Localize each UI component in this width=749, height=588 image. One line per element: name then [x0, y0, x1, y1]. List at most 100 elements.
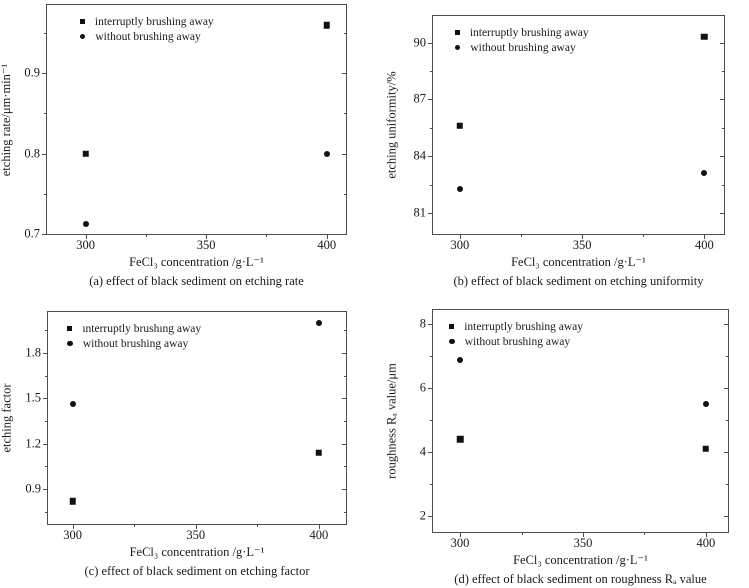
square-legend-marker [67, 326, 73, 331]
y-right-minor-tick [343, 33, 346, 35]
x-tick-label: 300 [63, 528, 82, 542]
y-right-minor-tick [721, 184, 724, 186]
x-minor-tick [145, 234, 147, 237]
legend-item: without brushing away [79, 29, 214, 44]
x-tick-label: 350 [196, 238, 216, 252]
data-point-square [456, 122, 464, 130]
x-tick-label: 400 [317, 238, 337, 252]
plot-area-b: etching uniformity/% FeCl₃ concentration… [385, 15, 725, 288]
y-major-tick [42, 73, 47, 75]
x-tick-label: 350 [573, 536, 593, 550]
legend: interruptly brushing away without brushin… [449, 319, 583, 349]
x-tick-label: 350 [186, 528, 206, 542]
data-point-square [69, 498, 76, 505]
legend-item: without brushing away [67, 336, 201, 351]
y-major-tick [428, 99, 433, 101]
y-right-tick [342, 443, 346, 445]
y-right-minor-tick [725, 484, 728, 486]
y-minor-tick [44, 33, 47, 35]
y-right-minor-tick [343, 511, 346, 513]
y-tick-label: 2 [419, 508, 426, 523]
y-minor-tick [430, 184, 433, 186]
y-right-tick [720, 156, 724, 158]
x-major-tick [206, 234, 208, 239]
y-right-minor-tick [721, 70, 724, 72]
y-axis-label: etching factor [0, 383, 14, 453]
y-right-minor-tick [343, 193, 346, 195]
x-tick-label: 400 [696, 536, 716, 550]
legend-item: interruptly brushing away [454, 25, 589, 40]
y-minor-tick [430, 70, 433, 72]
panel-caption: (b) effect of black sediment on etching … [453, 274, 704, 288]
y-minor-tick [45, 511, 48, 513]
y-minor-tick [44, 113, 47, 115]
y-right-minor-tick [343, 421, 346, 423]
y-minor-tick [45, 466, 48, 468]
y-axis-label: roughness Rₐ value/μm [384, 363, 399, 479]
y-major-tick [43, 489, 48, 491]
x-major-tick [85, 234, 87, 239]
y-right-tick [720, 213, 724, 215]
y-major-tick [428, 213, 433, 215]
y-tick-label: 90 [413, 35, 427, 50]
legend-label: interruptly brushing away [94, 15, 214, 28]
x-tick-label: 300 [450, 238, 470, 252]
data-point-circle [702, 401, 709, 408]
x-major-tick [318, 524, 320, 529]
y-right-tick [342, 352, 346, 354]
y-major-tick [428, 388, 433, 390]
y-right-minor-tick [725, 356, 728, 358]
y-right-tick [342, 489, 346, 491]
y-right-tick [720, 99, 724, 101]
x-minor-tick [257, 524, 259, 527]
y-right-tick [724, 452, 728, 454]
y-right-tick [342, 398, 346, 400]
x-axis-label: FeCl₃ concentration /g·L⁻¹ [129, 545, 265, 559]
legend-label: interruptly brushing away [469, 26, 589, 39]
y-major-tick [428, 452, 433, 454]
y-major-tick [43, 352, 48, 354]
y-right-tick [342, 234, 346, 235]
x-major-tick [705, 532, 707, 537]
plot-area-d: roughness Rₐ value/μm FeCl₃ concentratio… [385, 309, 729, 586]
y-tick-label: 0.9 [24, 65, 40, 80]
x-axis-label: FeCl₃ concentration /g·L⁻¹ [129, 255, 264, 269]
square-legend-marker [449, 324, 455, 329]
y-tick-label: 0.9 [25, 481, 41, 496]
panel-caption: (a) effect of black sediment on etching … [89, 274, 304, 288]
x-major-tick [460, 532, 462, 537]
y-right-tick [724, 388, 728, 390]
data-point-circle [82, 221, 89, 228]
y-major-tick [428, 324, 433, 326]
y-major-tick [428, 156, 433, 158]
circle-legend-marker [449, 338, 455, 345]
data-point-square [323, 21, 330, 29]
x-minor-tick [134, 524, 136, 527]
y-major-tick [428, 516, 433, 518]
y-minor-tick [45, 375, 48, 377]
data-point-circle [457, 356, 464, 363]
y-tick-label: 4 [419, 444, 426, 459]
y-right-minor-tick [343, 330, 346, 332]
legend-item: without brushing away [449, 334, 583, 349]
panel-caption: (d) effect of black sediment on roughnes… [454, 572, 707, 586]
x-minor-tick [644, 532, 646, 535]
y-minor-tick [430, 127, 433, 129]
legend-item: ınterruptly brushıng away [67, 321, 201, 336]
y-tick-label: 1.5 [25, 390, 41, 405]
data-point-square [702, 445, 710, 453]
y-major-tick [42, 234, 47, 235]
y-tick-label: 0.7 [24, 226, 40, 241]
x-minor-tick [521, 234, 523, 237]
y-right-minor-tick [343, 466, 346, 468]
y-tick-label: 8 [419, 316, 426, 331]
x-tick-label: 400 [695, 238, 714, 252]
x-major-tick [582, 234, 584, 239]
x-tick-label: 350 [572, 238, 592, 252]
y-minor-tick [44, 193, 47, 195]
square-legend-marker [79, 19, 85, 24]
circle-legend-marker [79, 33, 86, 40]
legend-label: ınterruptly brushıng away [82, 322, 202, 335]
x-tick-label: 300 [450, 536, 470, 550]
